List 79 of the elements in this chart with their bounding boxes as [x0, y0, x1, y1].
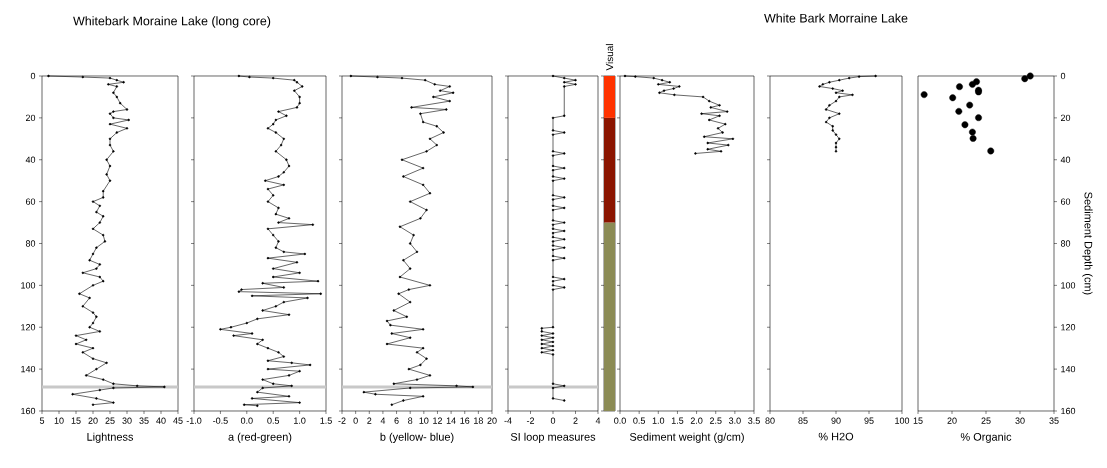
x-tick-label: 12 [433, 417, 442, 424]
y-tick-label: 120 [1061, 324, 1076, 331]
x-tick-label: 25 [981, 417, 991, 424]
y-tick-label: 20 [25, 114, 36, 122]
x-tick-label: 0.0 [240, 417, 253, 424]
y-tick-label: 40 [1060, 156, 1071, 163]
x-tick-label: 4 [380, 417, 386, 424]
x-tick-label: 95 [864, 417, 874, 424]
x-tick-label: 30 [1015, 417, 1025, 424]
chart-title: White Bark Morraine Lake [764, 13, 908, 23]
x-tick-label: 2.5 [709, 417, 722, 424]
x-tick-label: -0.5 [213, 417, 228, 424]
x-tick-label: 10 [419, 417, 429, 424]
x-tick-label: -4 [504, 417, 512, 424]
y-tick-label: 0 [30, 72, 36, 80]
x-tick-label: 35 [139, 417, 149, 424]
x-axis-title: SI loop measures [510, 432, 596, 443]
x-tick-label: 3.0 [728, 417, 741, 424]
x-axis-title: Sediment weight (g/cm) [629, 432, 744, 443]
x-tick-label: 0.5 [267, 417, 280, 424]
x-tick-label: 1.0 [652, 417, 665, 424]
x-tick-label: 20 [487, 417, 497, 424]
y-tick-label: 60 [25, 198, 36, 205]
chart-title: Visual [605, 44, 614, 71]
y-tick-label: 160 [21, 407, 36, 415]
y-tick-label: 0 [1060, 72, 1066, 80]
x-tick-label: 0 [550, 417, 556, 424]
x-tick-label: 2 [367, 417, 372, 424]
x-tick-label: 100 [895, 417, 910, 424]
x-tick-label: 8 [408, 417, 413, 424]
x-tick-label: 1.5 [671, 417, 684, 424]
x-axis-title: % H2O [818, 432, 854, 441]
y-tick-label: 120 [21, 324, 36, 331]
chart-title: Whitebark Moraine Lake (long core) [73, 16, 271, 28]
x-axis-title: % Organic [960, 432, 1012, 443]
x-tick-label: 0 [353, 417, 358, 424]
x-tick-label: 20 [88, 417, 98, 424]
x-tick-label: 15 [913, 417, 923, 424]
x-tick-label: 85 [798, 417, 808, 424]
x-tick-label: -1.0 [186, 417, 202, 424]
y-tick-label: 100 [21, 282, 36, 289]
x-tick-label: 20 [947, 417, 957, 424]
y-tick-label: 60 [1060, 198, 1071, 205]
x-tick-label: 1.5 [320, 417, 332, 424]
y-tick-label: 40 [25, 156, 36, 163]
y-tick-label: 140 [21, 365, 36, 373]
y-tick-label: 100 [1061, 282, 1076, 289]
y-tick-label: 140 [1061, 365, 1076, 373]
y-axis-title: Sediment Depth (cm) [1082, 192, 1093, 295]
x-tick-label: 30 [122, 417, 132, 424]
y-tick-label: 160 [1061, 407, 1076, 415]
y-tick-label: 80 [25, 240, 36, 247]
x-tick-label: 25 [105, 417, 115, 424]
y-tick-label: 20 [1060, 114, 1071, 122]
x-tick-label: 16 [460, 417, 470, 424]
y-tick-label: 80 [1060, 240, 1071, 247]
x-axis-title: b (yellow- blue) [380, 432, 454, 443]
x-tick-label: 10 [54, 417, 64, 424]
x-tick-label: 2.0 [690, 417, 703, 424]
x-tick-label: 3.5 [748, 417, 760, 424]
x-tick-label: 5 [39, 417, 45, 424]
x-tick-label: 6 [394, 417, 399, 424]
x-tick-label: 15 [71, 417, 81, 424]
x-tick-label: 18 [474, 417, 483, 424]
x-tick-label: -2 [526, 417, 535, 424]
x-tick-label: 14 [446, 417, 456, 424]
x-tick-label: 2 [573, 417, 578, 424]
x-axis-title: Lightness [87, 432, 134, 443]
x-tick-label: 45 [173, 417, 183, 424]
x-tick-label: 35 [1049, 417, 1059, 424]
x-tick-label: 0.0 [614, 417, 626, 424]
x-tick-label: 0.5 [633, 417, 646, 424]
x-tick-label: 4 [595, 417, 601, 424]
x-tick-label: 40 [156, 417, 166, 424]
x-tick-label: 1.0 [294, 417, 306, 424]
x-tick-label: 90 [831, 417, 841, 424]
x-axis-title: a (red-green) [228, 432, 292, 443]
x-tick-label: 80 [765, 417, 775, 424]
x-tick-label: -2 [338, 417, 346, 424]
